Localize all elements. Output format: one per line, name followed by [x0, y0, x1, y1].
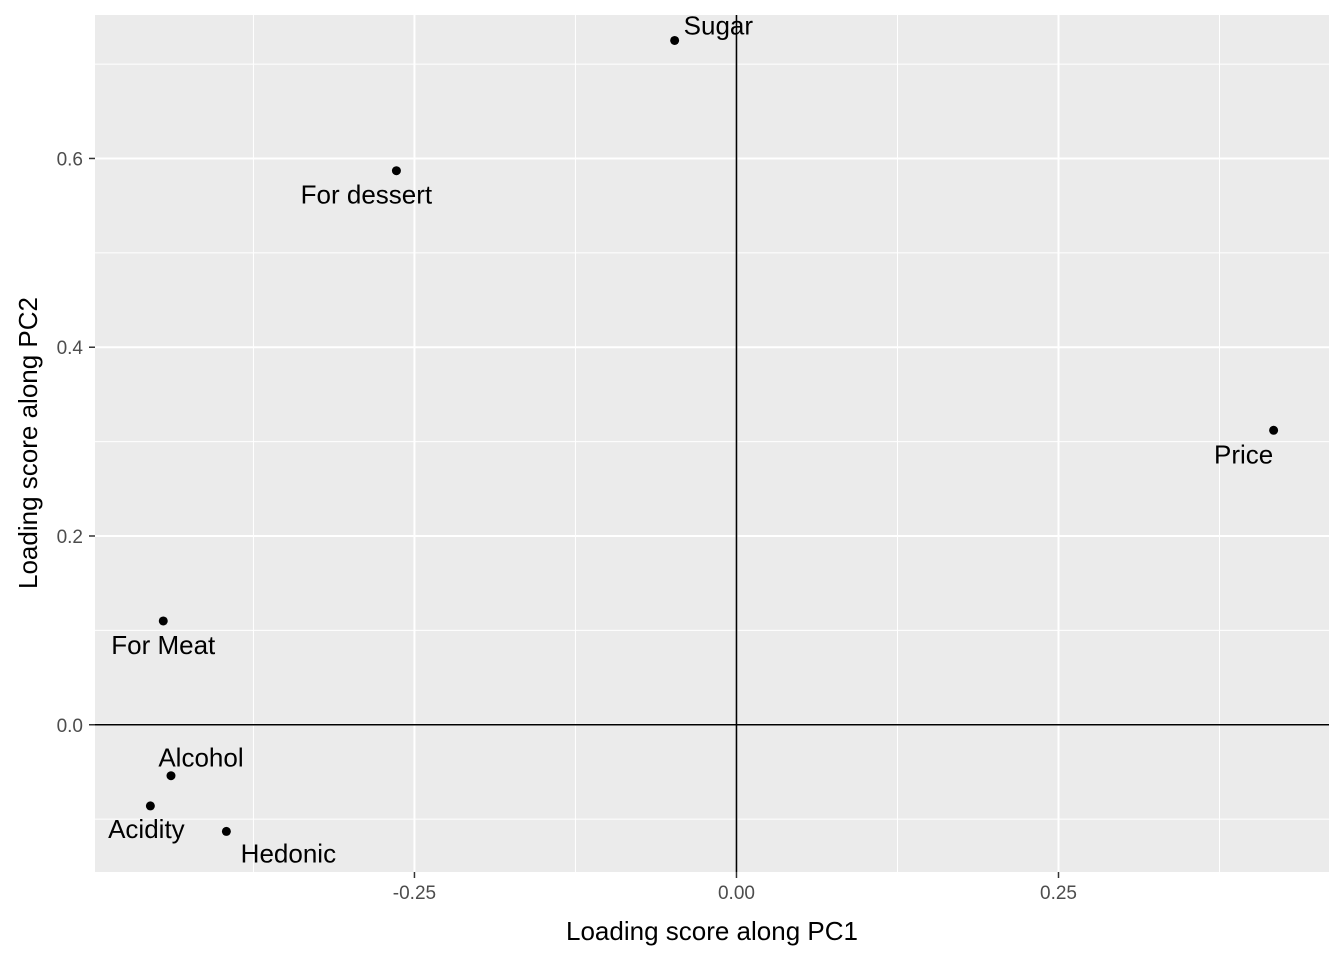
point-labels: Sugar For dessert Price For Meat Alcohol Acid…: [108, 10, 1273, 868]
data-point: [158, 616, 168, 626]
reference-lines: [95, 15, 1329, 872]
y-tick-label: 0.0: [57, 716, 83, 737]
point-label: Acidity: [108, 814, 185, 844]
x-tick-label: 0.00: [718, 883, 755, 904]
data-point: [145, 801, 155, 811]
y-tick-label: 0.2: [57, 527, 83, 548]
point-label: Price: [1214, 439, 1273, 469]
y-axis-ticks: 0.0 0.2 0.4 0.6: [57, 149, 95, 737]
x-axis-title: Loading score along PC1: [566, 916, 858, 946]
x-tick-label: 0.25: [1040, 883, 1077, 904]
point-label: Hedonic: [241, 838, 336, 868]
y-tick-label: 0.4: [57, 338, 84, 359]
data-point: [166, 771, 176, 781]
data-point: [670, 35, 680, 45]
y-tick-label: 0.6: [57, 149, 83, 170]
point-label: For dessert: [301, 180, 433, 210]
point-label: Sugar: [684, 10, 754, 40]
data-points: [145, 35, 1279, 836]
point-label: Alcohol: [158, 743, 243, 773]
plot-panel: [95, 15, 1329, 872]
data-point: [1269, 425, 1279, 435]
data-point: [221, 826, 231, 836]
point-label: For Meat: [111, 630, 216, 660]
x-tick-label: -0.25: [393, 883, 436, 904]
y-axis-title: Loading score along PC2: [13, 297, 43, 589]
data-point: [391, 166, 401, 176]
x-axis-ticks: -0.25 0.00 0.25: [393, 872, 1077, 904]
